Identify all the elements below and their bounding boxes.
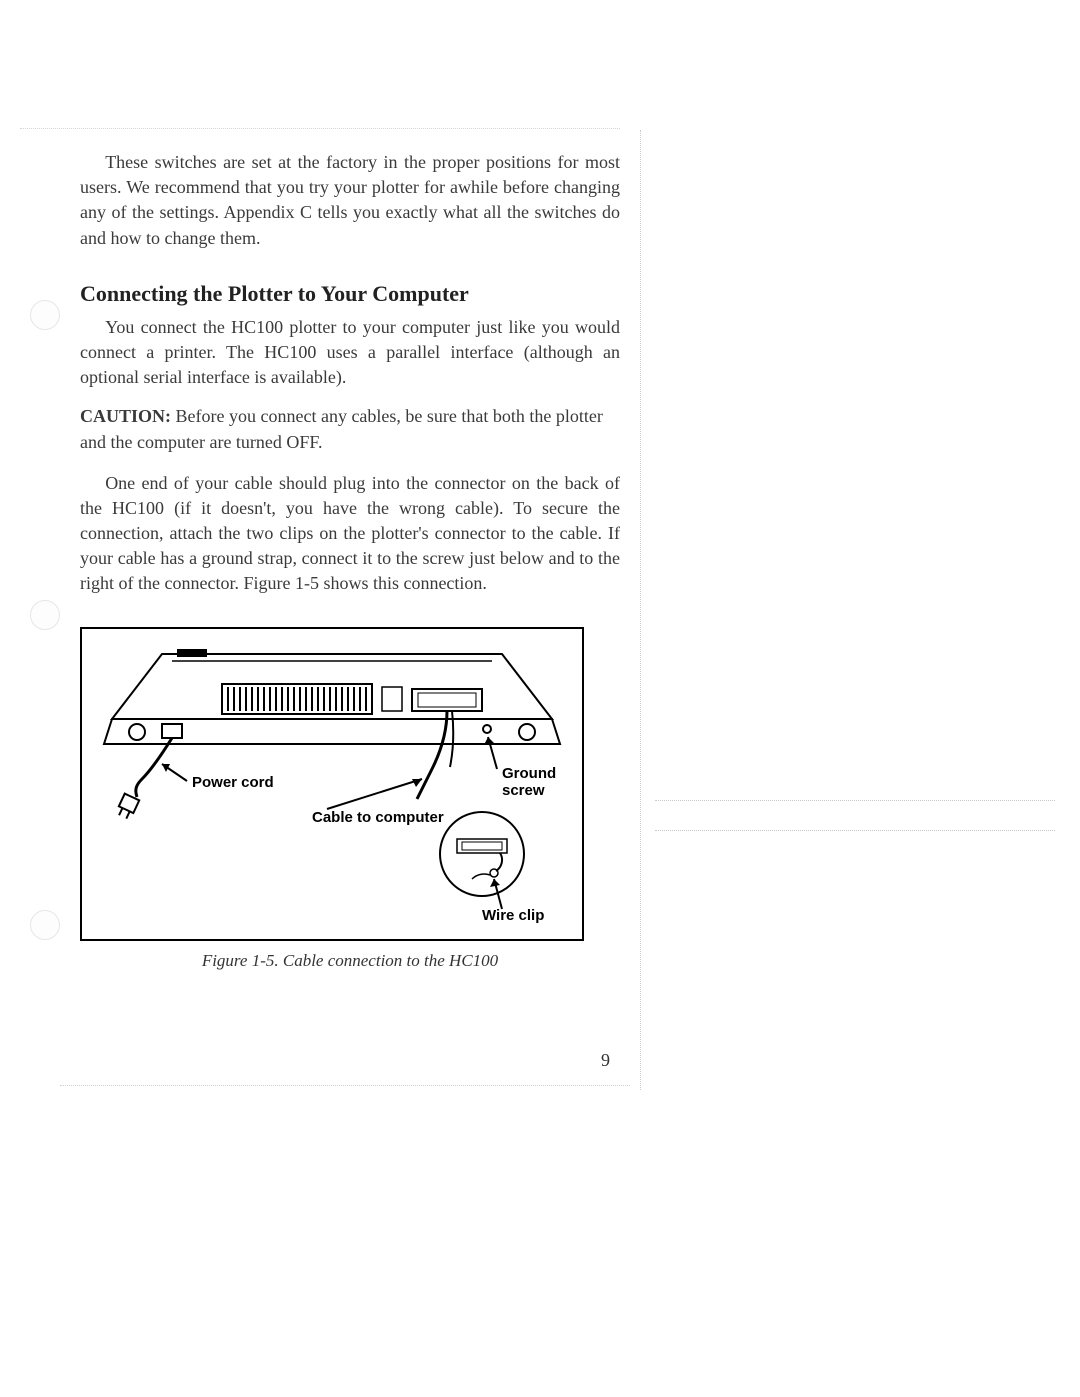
label-ground-screw: Ground screw [502, 765, 582, 799]
text-column: These switches are set at the factory in… [80, 150, 620, 971]
cable-paragraph: One end of your cable should plug into t… [80, 471, 620, 597]
caution-block: CAUTION: Before you connect any cables, … [80, 404, 620, 454]
label-wire-clip: Wire clip [482, 907, 544, 924]
page-number: 9 [601, 1050, 610, 1071]
punch-hole [30, 600, 60, 630]
section-heading: Connecting the Plotter to Your Computer [80, 281, 620, 307]
scanned-page: These switches are set at the factory in… [0, 0, 1080, 1397]
connect-paragraph: You connect the HC100 plotter to your co… [80, 315, 620, 391]
label-power-cord: Power cord [192, 774, 274, 791]
punch-hole [30, 300, 60, 330]
side-dotted-rule-2 [655, 830, 1055, 831]
label-cable-to-computer: Cable to computer [312, 809, 444, 826]
side-dotted-rule-1 [655, 800, 1055, 801]
column-divider [640, 130, 642, 1090]
punch-hole [30, 910, 60, 940]
caution-label: CAUTION: [80, 406, 171, 426]
bottom-dotted-rule [60, 1085, 630, 1086]
intro-paragraph: These switches are set at the factory in… [80, 150, 620, 251]
figure-caption: Figure 1-5. Cable connection to the HC10… [80, 951, 620, 971]
figure-1-5: Power cord Ground screw Cable to compute… [80, 627, 584, 941]
top-dotted-rule [20, 128, 620, 129]
